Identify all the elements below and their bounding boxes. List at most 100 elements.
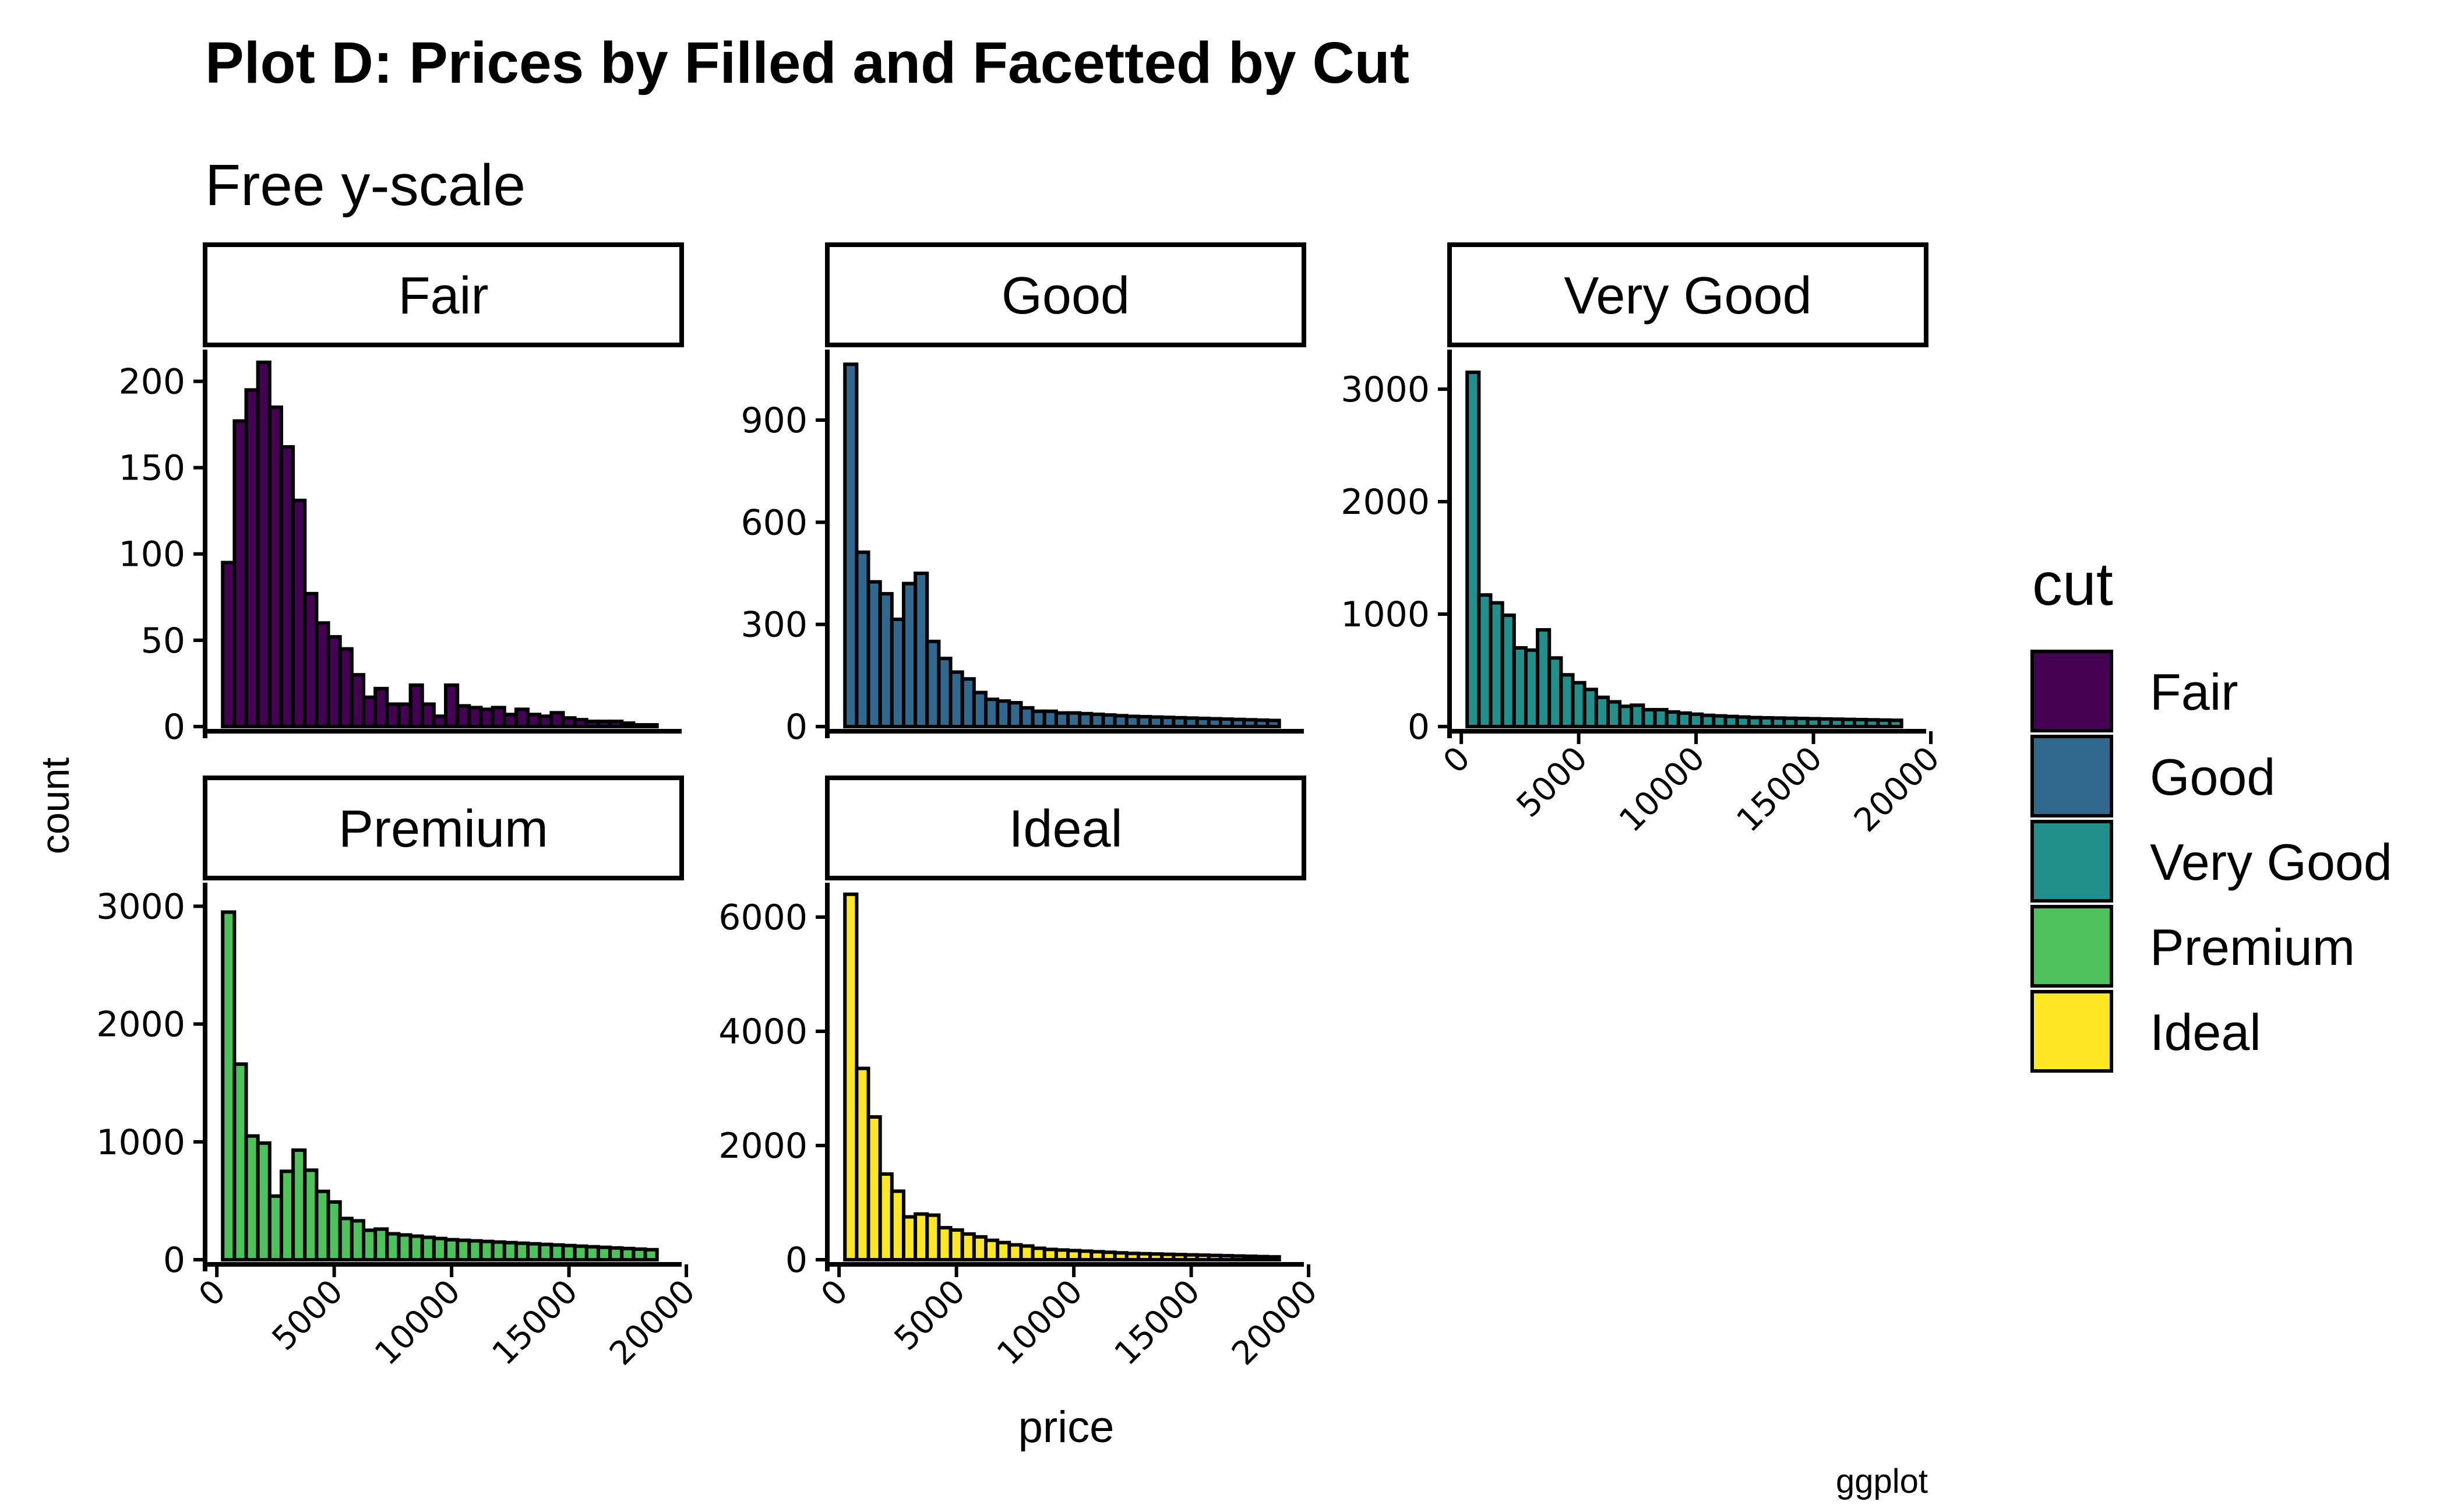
- bar-very-good-35: [1876, 718, 1892, 728]
- bar-ideal-24: [1124, 1252, 1140, 1261]
- bar-ideal-9: [949, 1228, 964, 1262]
- bar-very-good-33: [1853, 718, 1868, 728]
- bar-good-31: [1207, 717, 1222, 728]
- bar-good-4: [890, 617, 905, 728]
- bar-fair-20: [456, 704, 471, 729]
- bar-fair-36: [643, 723, 659, 729]
- bar-good-32: [1218, 717, 1235, 728]
- bar-good-11: [972, 690, 988, 729]
- bar-very-good-24: [1747, 716, 1762, 729]
- bar-good-29: [1183, 716, 1199, 728]
- bar-ideal-11: [972, 1235, 988, 1262]
- bar-good-23: [1113, 714, 1129, 728]
- bar-premium-9: [326, 1200, 342, 1262]
- bar-good-26: [1148, 715, 1164, 729]
- x-axis-label: price: [1018, 1402, 1115, 1452]
- bar-very-good-14: [1630, 703, 1645, 728]
- bar-very-good-13: [1618, 704, 1634, 728]
- y-tick-label-premium: 3000: [96, 886, 185, 927]
- y-tick-label-fair: 50: [141, 621, 185, 661]
- bar-fair-13: [373, 686, 389, 728]
- bar-ideal-4: [890, 1189, 905, 1262]
- bar-very-good-17: [1665, 710, 1680, 728]
- facet-strip-label-ideal: Ideal: [1009, 800, 1122, 858]
- bar-very-good-29: [1806, 717, 1821, 729]
- bar-fair-27: [538, 714, 553, 729]
- bar-ideal-27: [1160, 1252, 1176, 1261]
- bar-very-good-36: [1888, 718, 1903, 729]
- bar-good-33: [1230, 717, 1246, 729]
- facet-strip-label-very-good: Very Good: [1564, 267, 1811, 325]
- bar-ideal-15: [1019, 1244, 1035, 1261]
- bar-premium-17: [420, 1235, 436, 1262]
- bar-ideal-33: [1230, 1254, 1246, 1261]
- bar-very-good-12: [1606, 700, 1622, 728]
- bar-fair-28: [549, 711, 565, 729]
- legend-title: cut: [2032, 551, 2113, 618]
- bar-premium-5: [279, 1169, 295, 1262]
- y-tick-label-very-good: 2000: [1341, 482, 1430, 523]
- facet-strip-ideal: [825, 776, 1306, 880]
- bar-very-good-3: [1500, 613, 1516, 729]
- bars-ideal: [843, 892, 1281, 1262]
- y-tick-label-fair: 0: [163, 707, 185, 748]
- bar-premium-4: [267, 1194, 283, 1262]
- bar-ideal-0: [843, 892, 859, 1262]
- bar-fair-4: [267, 405, 283, 728]
- bar-good-9: [949, 670, 964, 728]
- bar-very-good-32: [1840, 717, 1857, 729]
- bar-premium-19: [444, 1238, 460, 1262]
- bar-fair-32: [596, 720, 612, 728]
- bar-premium-34: [620, 1246, 636, 1261]
- bar-very-good-16: [1653, 708, 1669, 728]
- bar-premium-35: [632, 1247, 647, 1262]
- bar-good-7: [925, 639, 941, 728]
- bar-fair-31: [584, 720, 600, 728]
- bar-good-15: [1019, 706, 1035, 728]
- bar-fair-26: [526, 713, 542, 729]
- bar-premium-1: [232, 1062, 248, 1262]
- bar-good-22: [1101, 713, 1117, 728]
- bar-ideal-14: [1007, 1243, 1023, 1262]
- bar-premium-0: [221, 910, 237, 1261]
- bar-good-36: [1265, 718, 1281, 728]
- y-tick-label-very-good: 1000: [1341, 594, 1430, 635]
- bar-very-good-23: [1735, 715, 1751, 728]
- bars-fair: [221, 360, 659, 729]
- bar-good-17: [1042, 709, 1058, 728]
- y-tick-label-very-good: 0: [1408, 707, 1430, 748]
- bar-good-13: [996, 699, 1011, 728]
- bar-very-good-18: [1676, 711, 1693, 728]
- bar-premium-12: [361, 1228, 378, 1261]
- y-tick-label-ideal: 4000: [718, 1011, 808, 1052]
- bar-fair-25: [514, 707, 530, 728]
- bar-premium-20: [456, 1238, 471, 1261]
- bar-ideal-3: [878, 1172, 894, 1261]
- y-tick-label-premium: 2000: [96, 1005, 185, 1045]
- bar-very-good-26: [1771, 716, 1786, 729]
- bar-ideal-13: [996, 1240, 1011, 1262]
- bar-very-good-25: [1758, 716, 1775, 728]
- legend-swatch-premium: [2030, 905, 2113, 988]
- bar-very-good-22: [1723, 714, 1739, 729]
- bar-premium-16: [408, 1234, 424, 1262]
- bar-fair-1: [232, 419, 248, 728]
- bar-fair-14: [385, 702, 401, 729]
- bar-fair-8: [315, 621, 330, 728]
- legend: cut Fair Good Very Good Premium Ideal: [2030, 551, 2392, 1073]
- bar-premium-2: [244, 1134, 260, 1261]
- bar-premium-15: [397, 1233, 412, 1262]
- legend-label-ideal: Ideal: [2150, 1003, 2261, 1061]
- bar-very-good-10: [1582, 688, 1598, 729]
- bar-very-good-8: [1559, 673, 1575, 728]
- bar-fair-11: [350, 673, 365, 729]
- bar-ideal-22: [1101, 1250, 1117, 1262]
- bar-premium-8: [315, 1189, 330, 1261]
- bar-ideal-16: [1031, 1246, 1046, 1261]
- bar-ideal-20: [1078, 1249, 1094, 1262]
- bars-very-good: [1465, 370, 1903, 729]
- y-tick-label-good: 600: [741, 502, 808, 543]
- bar-ideal-36: [1265, 1255, 1281, 1262]
- bar-premium-18: [432, 1236, 448, 1262]
- bar-very-good-19: [1688, 712, 1704, 729]
